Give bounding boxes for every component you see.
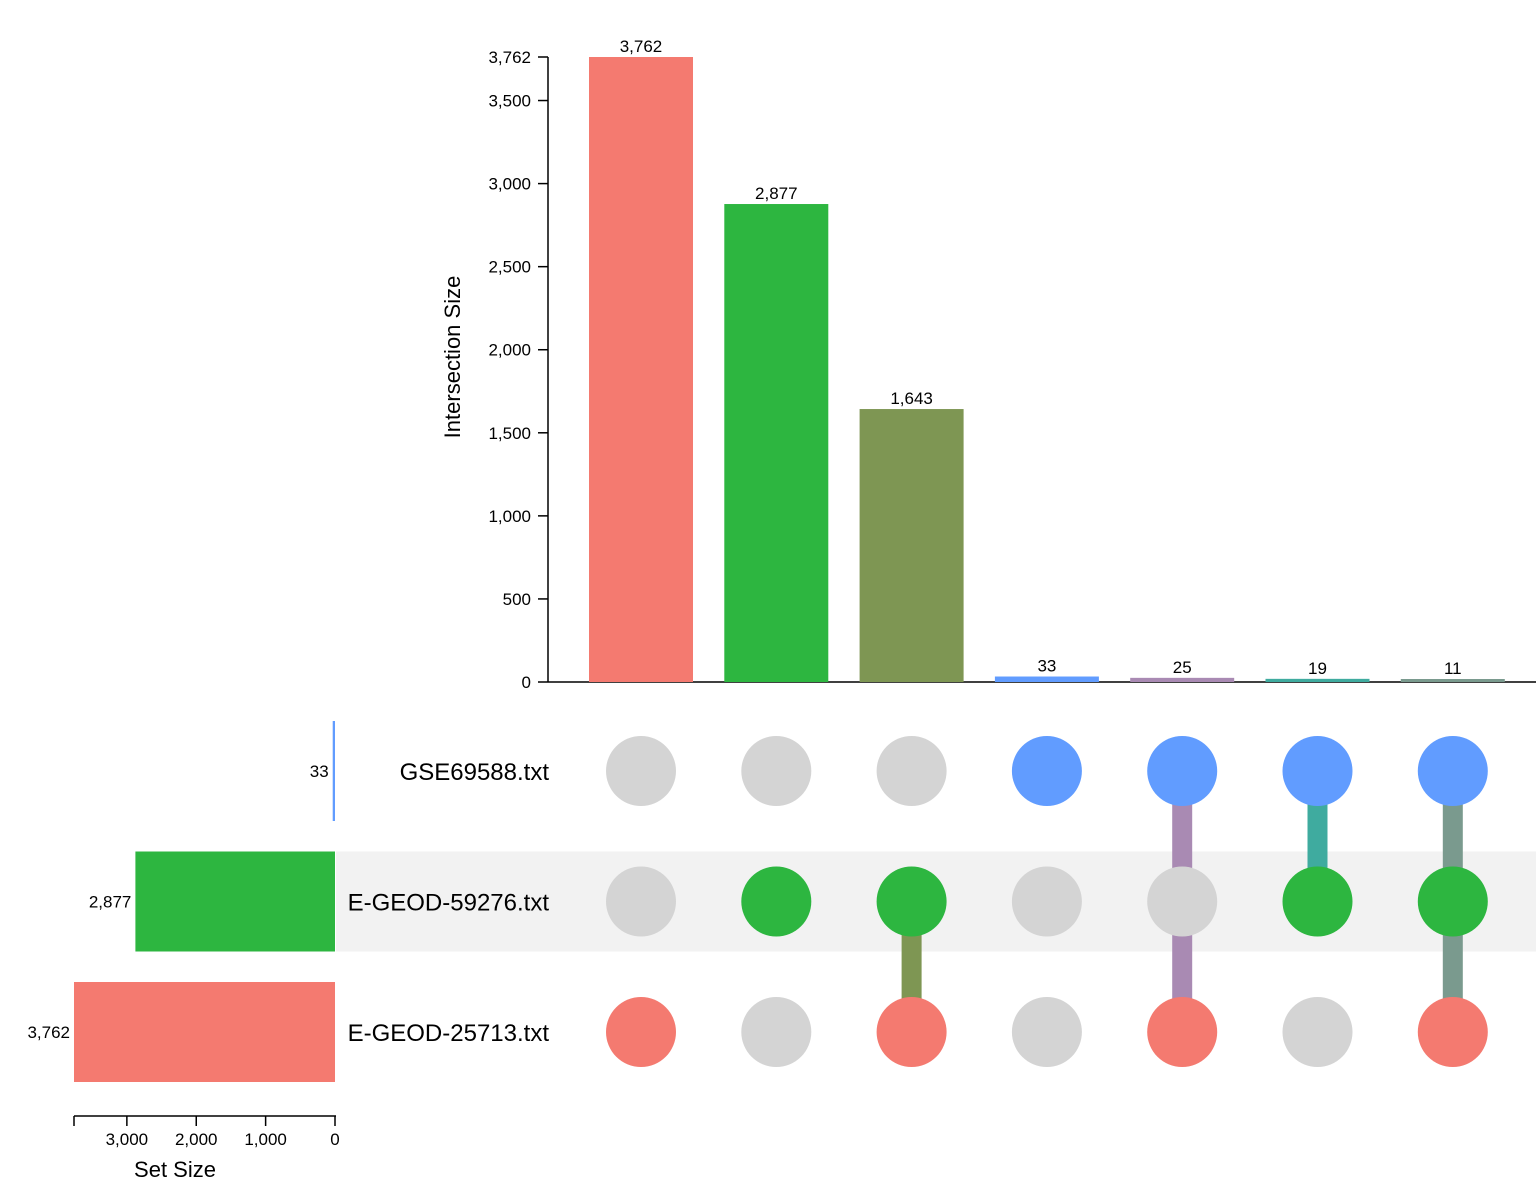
intersection-bar-label-3: 33 <box>1037 657 1056 676</box>
intersection-bar-3 <box>994 676 1099 682</box>
set-size-bar-1 <box>135 851 335 952</box>
set-size-axis: 3,000 2,000 1,000 0 <box>73 1115 340 1149</box>
set-size-label-1: 2,877 <box>89 893 132 912</box>
y-tick-label-4: 2,000 <box>488 341 531 360</box>
matrix-dot-4-1-inactive <box>1147 866 1218 937</box>
set-size-bars <box>74 721 335 1082</box>
intersection-bar-label-1: 2,877 <box>755 184 798 203</box>
intersection-bar-label-0: 3,762 <box>620 37 663 56</box>
set-axis-tick-label-1: 2,000 <box>175 1130 218 1149</box>
matrix-dot-4-0-active <box>1147 736 1218 806</box>
matrix-dots <box>606 736 1488 1067</box>
matrix-dot-6-1-active <box>1417 866 1488 937</box>
matrix-dot-3-2-inactive <box>1011 997 1082 1067</box>
matrix-dot-2-0-inactive <box>876 736 947 806</box>
matrix-dot-1-1-active <box>741 866 812 937</box>
matrix-dot-5-1-active <box>1282 866 1353 937</box>
set-size-label-0: 33 <box>310 762 329 781</box>
set-size-bar-2 <box>74 982 335 1082</box>
intersection-bars <box>589 57 1505 682</box>
matrix-dot-5-0-active <box>1282 736 1353 806</box>
y-axis-title: Intersection Size <box>440 276 465 439</box>
set-name-2: E-GEOD-25713.txt <box>348 1020 550 1047</box>
intersection-bar-6 <box>1400 679 1505 682</box>
intersection-bar-0 <box>589 57 693 682</box>
matrix-dot-0-0-inactive <box>606 736 676 806</box>
y-tick-label-3: 1,500 <box>488 424 531 443</box>
set-name-labels: GSE69588.txt E-GEOD-59276.txt E-GEOD-25713… <box>348 759 550 1047</box>
intersection-bar-label-5: 19 <box>1308 659 1327 678</box>
matrix-dot-6-2-active <box>1417 997 1488 1067</box>
matrix-dot-3-0-active <box>1011 736 1082 806</box>
intersection-bar-label-6: 11 <box>1444 659 1462 678</box>
matrix-dot-5-2-inactive <box>1282 997 1353 1067</box>
intersection-bar-5 <box>1265 678 1370 682</box>
matrix-dot-6-0-active <box>1417 736 1488 806</box>
set-name-1: E-GEOD-59276.txt <box>348 890 550 917</box>
matrix-dot-3-1-inactive <box>1011 866 1082 937</box>
y-tick-label-5: 2,500 <box>488 258 531 277</box>
intersection-bar-4 <box>1130 677 1235 682</box>
set-size-labels: 33 2,877 3,762 <box>27 762 328 1042</box>
intersection-bar-1 <box>724 204 829 682</box>
set-size-axis-title: Set Size <box>134 1157 216 1182</box>
y-axis-ticks: 0 500 1,000 1,500 2,000 2,500 3,000 3,500 3,762 <box>488 48 548 692</box>
set-axis-tick-label-2: 1,000 <box>244 1130 287 1149</box>
matrix-dot-0-1-inactive <box>606 866 676 937</box>
y-tick-label-7: 3,500 <box>488 92 531 111</box>
matrix-dot-2-1-active <box>876 866 947 937</box>
matrix-dot-4-2-active <box>1147 997 1218 1067</box>
set-axis-tick-label-0: 3,000 <box>106 1130 149 1149</box>
y-tick-label-8: 3,762 <box>488 48 531 67</box>
y-tick-label-0: 0 <box>522 673 531 692</box>
matrix-dot-1-2-inactive <box>741 997 812 1067</box>
set-axis-tick-label-3: 0 <box>330 1130 339 1149</box>
intersection-bar-2 <box>859 409 964 682</box>
intersection-bar-label-2: 1,643 <box>890 389 933 408</box>
y-tick-label-2: 1,000 <box>488 507 531 526</box>
set-size-label-2: 3,762 <box>27 1023 70 1042</box>
intersection-bar-label-4: 25 <box>1173 658 1192 677</box>
matrix-dot-1-0-inactive <box>741 736 812 806</box>
set-name-0: GSE69588.txt <box>400 759 550 786</box>
matrix-dot-0-2-active <box>606 997 676 1067</box>
matrix-dot-2-2-active <box>876 997 947 1067</box>
y-tick-label-6: 3,000 <box>488 175 531 194</box>
set-size-bar-0 <box>332 721 335 821</box>
intersection-bar-labels: 3,762 2,877 1,643 33 25 19 11 <box>620 37 1462 678</box>
intersection-size-axis <box>547 57 1536 683</box>
y-tick-label-1: 500 <box>503 590 531 609</box>
